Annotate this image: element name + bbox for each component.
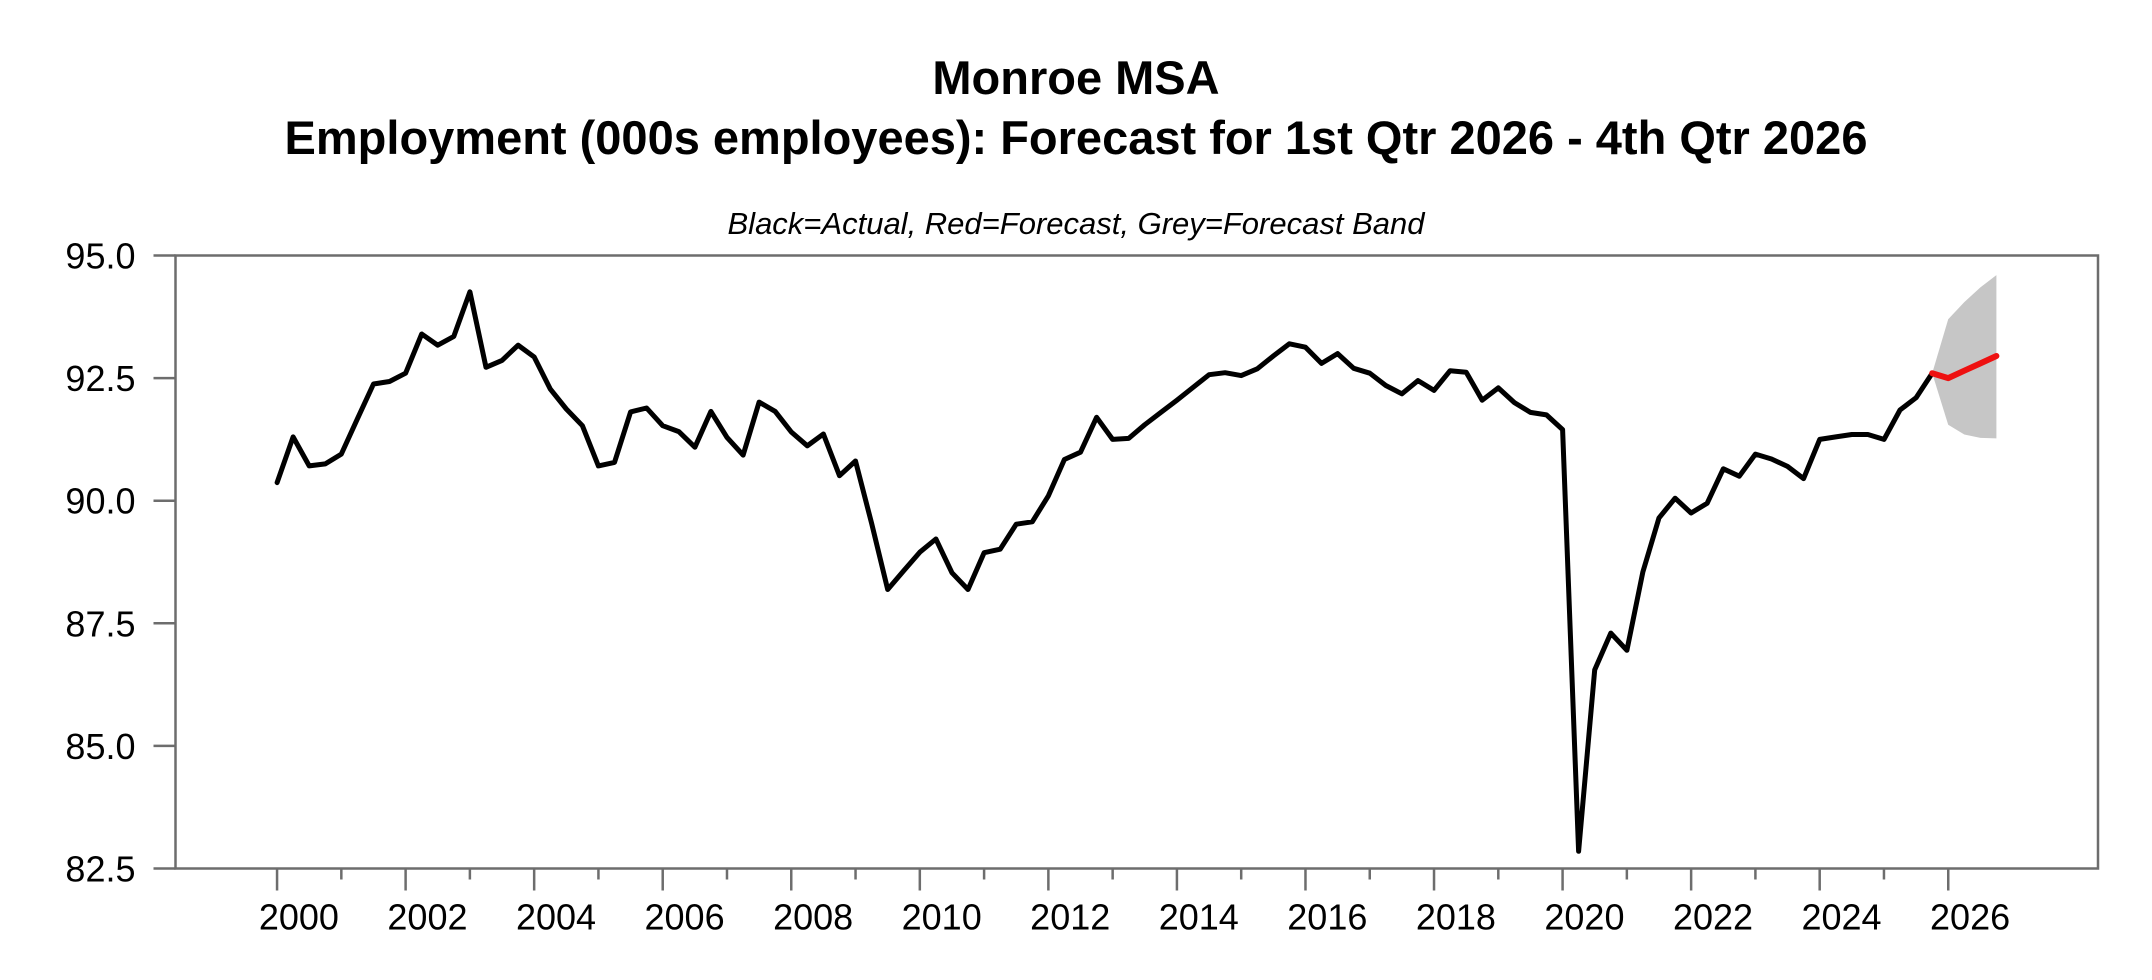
x-axis-tick-label: 2002: [387, 897, 467, 938]
y-axis-tick-label: 82.5: [65, 849, 135, 890]
chart-title: Monroe MSA: [932, 51, 1220, 104]
actual-series-line: [274, 289, 1935, 854]
x-axis-tick-label: 2018: [1416, 897, 1496, 938]
x-axis-tick-label: 2010: [902, 897, 982, 938]
y-axis-tick-label: 92.5: [65, 358, 135, 399]
x-axis-tick-label: 2000: [259, 897, 339, 938]
x-axis-tick-label: 2008: [773, 897, 853, 938]
x-axis-tick-label: 2016: [1287, 897, 1367, 938]
x-axis-tick-label: 2026: [1930, 897, 2010, 938]
x-axis-tick-label: 2014: [1159, 897, 1239, 938]
x-axis-tick-label: 2004: [516, 897, 596, 938]
x-axis-tick-label: 2012: [1030, 897, 1110, 938]
forecast-band: [1932, 275, 1997, 439]
x-axis-tick-label: 2022: [1673, 897, 1753, 938]
y-axis-tick-label: 95.0: [65, 236, 135, 277]
y-axis-tick-label: 85.0: [65, 726, 135, 767]
y-axis-tick-label: 87.5: [65, 603, 135, 644]
chart-subtitle: Employment (000s employees): Forecast fo…: [284, 111, 1868, 164]
x-axis-tick-label: 2006: [645, 897, 725, 938]
y-axis-tick-label: 90.0: [65, 481, 135, 522]
plot-border: [174, 254, 2100, 870]
x-axis-tick-label: 2020: [1544, 897, 1624, 938]
legend-note: Black=Actual, Red=Forecast, Grey=Forecas…: [727, 206, 1425, 241]
forecast-series-line: [1929, 353, 2000, 382]
x-axis-tick-label: 2024: [1801, 897, 1881, 938]
